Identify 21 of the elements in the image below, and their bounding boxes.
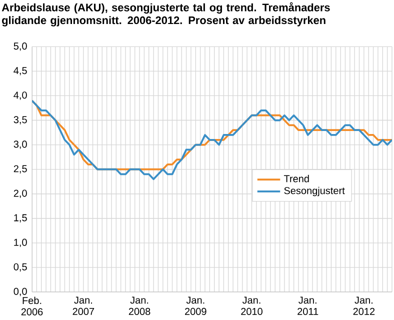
x-tick-label: Jan. 2007 [72,296,94,316]
x-tick-label: Feb. 2006 [21,296,43,316]
x-tick-label: Jan. 2012 [353,296,375,316]
y-tick-label: 1,0 [14,238,27,248]
y-tick-label: 0,5 [14,263,27,272]
y-tick-label: 2,5 [14,165,27,174]
y-tick-label: 5,0 [14,42,27,51]
y-tick-label: 1,5 [14,214,27,222]
y-tick-label: 3,5 [14,116,27,124]
x-tick-label: Jan. 2008 [128,296,150,316]
y-tick-label: 4,5 [14,67,27,76]
legend-label: Trend [284,174,309,182]
x-tick-label: Jan. 2010 [241,296,262,316]
y-tick-label: 3,0 [14,140,27,149]
x-tick-label: Jan. 2009 [185,296,206,316]
y-tick-label: 2,0 [14,190,27,198]
y-tick-label: 4,0 [14,92,27,100]
legend-label: Sesongjustert [284,186,345,196]
chart-title: Arbeidslause (AKU), sesongjusterte tal og trend. Tremånaders glidande gjennomsnitt. 2006-2012. Prosent av arbeidsstyrken [2,2,330,26]
x-tick-label: Jan. 2011 [298,296,318,316]
y-tick-label: 0,0 [14,288,27,296]
